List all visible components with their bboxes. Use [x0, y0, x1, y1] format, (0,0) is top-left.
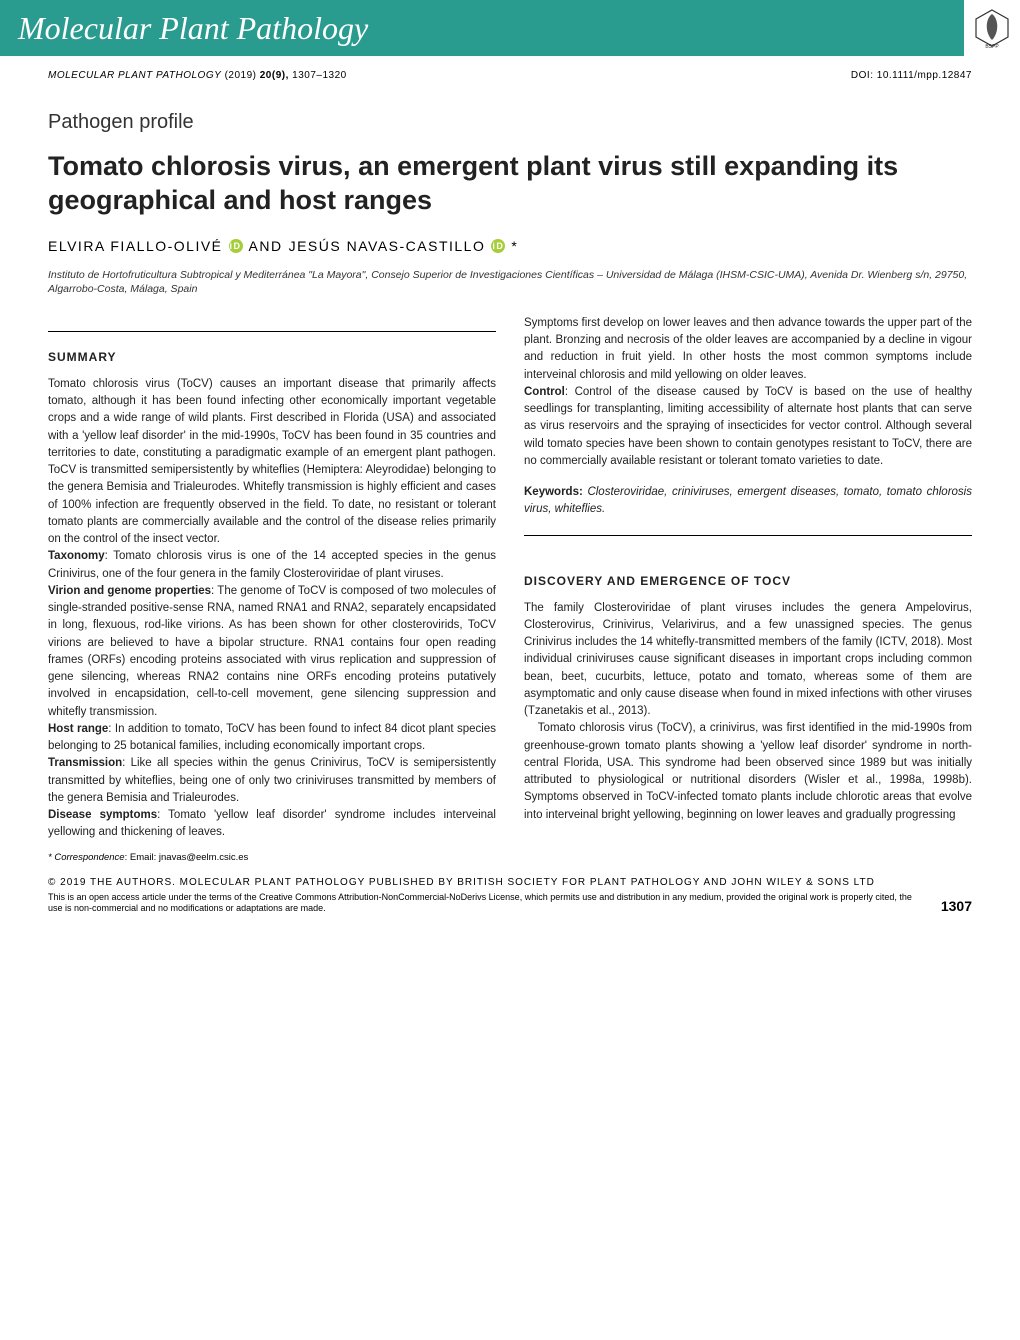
doi: DOI: 10.1111/mpp.12847: [851, 70, 972, 81]
correspondence: * Correspondence: Email: jnavas@eelm.csi…: [0, 842, 1020, 863]
copyright: © 2019 THE AUTHORS. MOLECULAR PLANT PATH…: [0, 863, 1020, 888]
taxonomy-text: : Tomato chlorosis virus is one of the 1…: [48, 550, 496, 579]
citation-year: (2019): [225, 70, 257, 81]
journal-banner: Molecular Plant Pathology BSPP: [0, 0, 1020, 56]
discovery-p1: The family Closteroviridae of plant viru…: [524, 600, 972, 721]
control-text: : Control of the disease caused by ToCV …: [524, 386, 972, 467]
citation: MOLECULAR PLANT PATHOLOGY (2019) 20(9), …: [48, 70, 347, 81]
corresponding-asterisk: *: [511, 238, 518, 254]
corr-label: * Correspondence: [48, 852, 125, 863]
affiliation: Instituto de Hortofruticultura Subtropic…: [0, 254, 1020, 297]
svg-text:BSPP: BSPP: [985, 44, 999, 49]
citation-volissue: 20(9),: [260, 70, 289, 81]
virion-label: Virion and genome properties: [48, 585, 211, 597]
discovery-heading: DISCOVERY AND EMERGENCE OF TOCV: [524, 572, 972, 590]
control-para: Control: Control of the disease caused b…: [524, 384, 972, 470]
control-label: Control: [524, 386, 565, 398]
summary-intro: Tomato chlorosis virus (ToCV) causes an …: [48, 376, 496, 549]
bspp-logo: BSPP: [964, 0, 1020, 56]
author-and: AND: [249, 238, 283, 254]
author-2: JESÚS NAVAS-CASTILLO: [289, 238, 486, 254]
banner-bg: Molecular Plant Pathology: [0, 0, 964, 56]
disease-para-b: Symptoms first develop on lower leaves a…: [524, 315, 972, 384]
citation-pages: 1307–1320: [292, 70, 347, 81]
keywords-para: Keywords: Closteroviridae, criniviruses,…: [524, 484, 972, 519]
article-title: Tomato chlorosis virus, an emergent plan…: [0, 134, 1020, 218]
summary-intro-text: Tomato chlorosis virus (ToCV) causes an …: [48, 378, 496, 545]
trans-para: Transmission: Like all species within th…: [48, 755, 496, 807]
virion-para: Virion and genome properties: The genome…: [48, 583, 496, 721]
orcid-icon: iD: [229, 239, 243, 253]
divider: [524, 535, 972, 536]
summary-heading: SUMMARY: [48, 348, 496, 366]
virion-text: : The genome of ToCV is composed of two …: [48, 585, 496, 718]
discovery-p2: Tomato chlorosis virus (ToCV), a crinivi…: [524, 720, 972, 824]
disease-para-a: Disease symptoms: Tomato 'yellow leaf di…: [48, 807, 496, 842]
section-label: Pathogen profile: [0, 87, 1020, 134]
author-1: ELVIRA FIALLO-OLIVÉ: [48, 238, 223, 254]
host-text: : In addition to tomato, ToCV has been f…: [48, 723, 496, 752]
license-text: This is an open access article under the…: [48, 892, 921, 915]
left-column: SUMMARY Tomato chlorosis virus (ToCV) ca…: [48, 315, 496, 842]
authors: ELVIRA FIALLO-OLIVÉ iD AND JESÚS NAVAS-C…: [0, 218, 1020, 254]
right-column: Symptoms first develop on lower leaves a…: [524, 315, 972, 842]
host-para: Host range: In addition to tomato, ToCV …: [48, 721, 496, 756]
meta-row: MOLECULAR PLANT PATHOLOGY (2019) 20(9), …: [0, 56, 1020, 87]
divider: [48, 331, 496, 332]
keywords-label: Keywords:: [524, 486, 583, 498]
body-columns: SUMMARY Tomato chlorosis virus (ToCV) ca…: [0, 297, 1020, 842]
corr-text: : Email: jnavas@eelm.csic.es: [125, 852, 249, 863]
trans-label: Transmission: [48, 757, 122, 769]
taxonomy-para: Taxonomy: Tomato chlorosis virus is one …: [48, 548, 496, 583]
journal-name: Molecular Plant Pathology: [18, 10, 368, 47]
citation-journal: MOLECULAR PLANT PATHOLOGY: [48, 70, 221, 81]
license-row: This is an open access article under the…: [0, 888, 1020, 927]
disease-label: Disease symptoms: [48, 809, 157, 821]
host-label: Host range: [48, 723, 108, 735]
taxonomy-label: Taxonomy: [48, 550, 105, 562]
orcid-icon: iD: [491, 239, 505, 253]
keywords-text: Closteroviridae, criniviruses, emergent …: [524, 486, 972, 515]
page-number: 1307: [941, 897, 972, 915]
